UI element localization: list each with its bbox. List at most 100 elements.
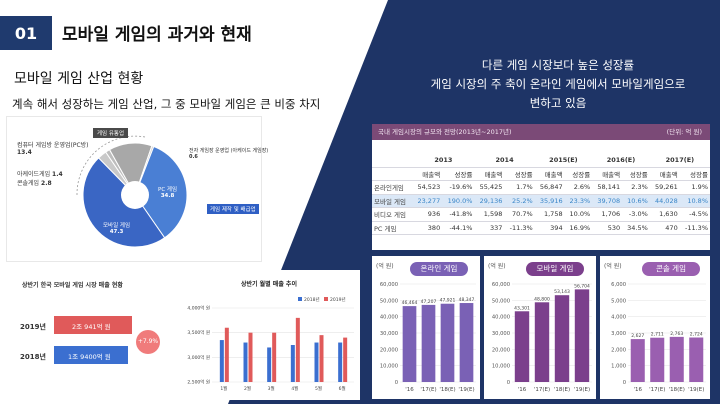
table-title: 국내 게임시장의 규모와 전망(2013년~2017년) — [378, 128, 512, 136]
y-tick-label: 0 — [395, 380, 398, 386]
value-label: 48,800 — [534, 296, 550, 302]
table-cell: 34.5% — [622, 221, 650, 235]
half-sales-title: 상반기 한국 모바일 게임 시장 매출 현황 — [22, 282, 123, 289]
sub-header: 매출액 — [592, 167, 623, 181]
value-label: 2,711 — [651, 332, 664, 338]
label-pcbang: 컴퓨터 게임방 운영업(PC방) 13.4 — [17, 142, 89, 156]
bar-1-0 — [224, 327, 229, 382]
monthly-title: 상반기 월별 매출 추이 — [241, 280, 297, 288]
pie-chart — [76, 135, 188, 248]
monthly-chart: 상반기 월별 매출 추이 2018년 2019년 4,000억 원 3,500억 원 3,… — [187, 280, 354, 392]
table-cell: 530 — [592, 221, 623, 235]
slide-number: 01 — [0, 16, 52, 50]
value-2018: 1조 9400억 원 — [68, 353, 111, 361]
table-cell: 394 — [534, 221, 565, 235]
table-cell: 54,523 — [412, 180, 443, 195]
year-2017: 2017(E) — [649, 154, 710, 168]
bar-2019 — [54, 316, 132, 334]
x-tick-label: 2월 — [244, 385, 251, 392]
unit-label: (억 원) — [376, 262, 394, 270]
x-tick-label: '17(E) — [534, 387, 550, 393]
sub-header: 성장률 — [504, 167, 535, 181]
table-cell: 936 — [412, 207, 443, 222]
table-cell: 56,847 — [534, 180, 565, 195]
value-2019: 2조 941억 원 — [72, 323, 111, 331]
table-subheader-row: 매출액 성장률 매출액 성장률 매출액 성장률 매출액 성장률 매출액 성장률 — [372, 167, 710, 181]
x-tick-label: '16 — [405, 387, 414, 393]
pie-hole — [121, 181, 149, 209]
table-row: 모바일 게임 23,277 190.0% 29,136 25.2% 35,916 23.3%… — [372, 194, 710, 208]
pie-arc-guide — [76, 135, 146, 196]
table-cell: -41.8% — [442, 207, 475, 222]
bar-1-3 — [295, 317, 300, 382]
growth-badge: +7.9% — [136, 330, 160, 354]
y-tick-label: 1,000 — [611, 364, 626, 370]
table-cell: 39,708 — [592, 194, 623, 208]
section-subtitle: 모바일 게임 산업 현황 — [14, 71, 144, 87]
mobile-game-chip: 모바일 게임 — [526, 262, 584, 276]
bar-0-3 — [290, 345, 295, 382]
value-label: 56,704 — [574, 283, 590, 289]
value-label: 53,143 — [554, 289, 570, 295]
table-cell: 470 — [649, 221, 680, 235]
bar-2 — [554, 295, 570, 382]
row-label: 비디오 게임 — [372, 207, 413, 222]
table-cell: 380 — [412, 221, 443, 235]
table-year-row: 2013 2014 2015(E) 2016(E) 2017(E) — [372, 154, 710, 168]
legend-swatch-1 — [324, 297, 328, 301]
x-tick-label: '17(E) — [649, 387, 665, 393]
table-cell: 25.2% — [504, 194, 535, 208]
table-cell: 1.7% — [504, 180, 535, 195]
bar-0-2 — [267, 347, 272, 382]
table-cell: 10.6% — [622, 194, 650, 208]
value-label: 48,347 — [459, 297, 475, 303]
headline-line-3: 변하고 있음 — [529, 96, 587, 110]
y-tick-label: 0 — [507, 380, 510, 386]
value-label: 2,627 — [631, 333, 644, 339]
x-tick-label: 1월 — [220, 385, 227, 392]
y-tick-label: 50,000 — [380, 298, 398, 304]
y-tick-label: 60,000 — [380, 282, 398, 288]
table-cell: 1.9% — [679, 180, 710, 195]
bar-0-0 — [219, 340, 224, 382]
table-row: PC 게임 380 -44.1% 337 -11.3% 394 16.9% 530 34.5% 4… — [372, 221, 710, 235]
x-tick-label: 6월 — [339, 385, 346, 392]
bar-1-4 — [319, 335, 324, 382]
bar-1-1 — [248, 332, 253, 382]
mobile-game-chart: (억 원) 60,000 50,000 40,000 30,000 20,000 10,00… — [488, 262, 592, 393]
sub-header: 성장률 — [442, 167, 475, 181]
table-cell: 59,261 — [649, 180, 680, 195]
year-label-2018: 2018년 — [20, 353, 46, 361]
table-cell: 23,277 — [412, 194, 443, 208]
mobile-game-panel: (억 원) 60,000 50,000 40,000 30,000 20,000 10,00… — [484, 256, 596, 399]
table-cell: 44,028 — [649, 194, 680, 208]
row-label: PC 게임 — [372, 221, 413, 235]
y-tick-label: 2,000 — [611, 347, 626, 353]
table-cell: -44.1% — [442, 221, 475, 235]
table-title-bar: 국내 게임시장의 규모와 전망(2013년~2017년) (단위: 억 원) — [372, 124, 710, 140]
unit-label: (억 원) — [488, 262, 506, 270]
console-game-panel: (억 원) 6,000 5,000 4,000 3,000 2,000 1,000 0 2,62… — [600, 256, 710, 399]
sub-header: 성장률 — [622, 167, 650, 181]
table-row: 비디오 게임 936 -41.8% 1,598 70.7% 1,758 10.0% 1,706… — [372, 207, 710, 222]
pie-center-label: 게임 유통업 — [93, 128, 129, 138]
console-game-chart: (억 원) 6,000 5,000 4,000 3,000 2,000 1,000 0 2,62… — [604, 262, 706, 393]
x-tick-label: '16 — [518, 387, 527, 393]
table-unit: (단위: 억 원) — [666, 128, 702, 136]
table-cell: -4.5% — [679, 207, 710, 222]
table-cell: 1,630 — [649, 207, 680, 222]
y-tick-label: 6,000 — [611, 282, 626, 288]
sub-header: 성장률 — [564, 167, 593, 181]
sub-header: 매출액 — [474, 167, 505, 181]
label-arcade-hall: 전자 게임장 운영업 (아케이드 게임장) 0.6 — [189, 148, 269, 160]
headline-text: 다른 게임 시장보다 높은 성장률 게임 시장의 주 축이 온라인 게임에서 모… — [408, 56, 708, 113]
bar-2018 — [54, 346, 128, 364]
row-label: 모바일 게임 — [372, 194, 413, 208]
value-label: 2,763 — [670, 331, 683, 337]
section-description: 계속 해서 성장하는 게임 산업, 그 중 모바일 게임은 큰 비중 차지 — [12, 97, 321, 111]
x-tick-label: '19(E) — [458, 387, 474, 393]
x-tick-label: '19(E) — [574, 387, 590, 393]
table-row: 온라인게임 54,523 -19.6% 55,425 1.7% 56,847 2.6% 58,… — [372, 180, 710, 195]
x-tick-label: '17(E) — [420, 387, 436, 393]
sub-header: 매출액 — [412, 167, 443, 181]
